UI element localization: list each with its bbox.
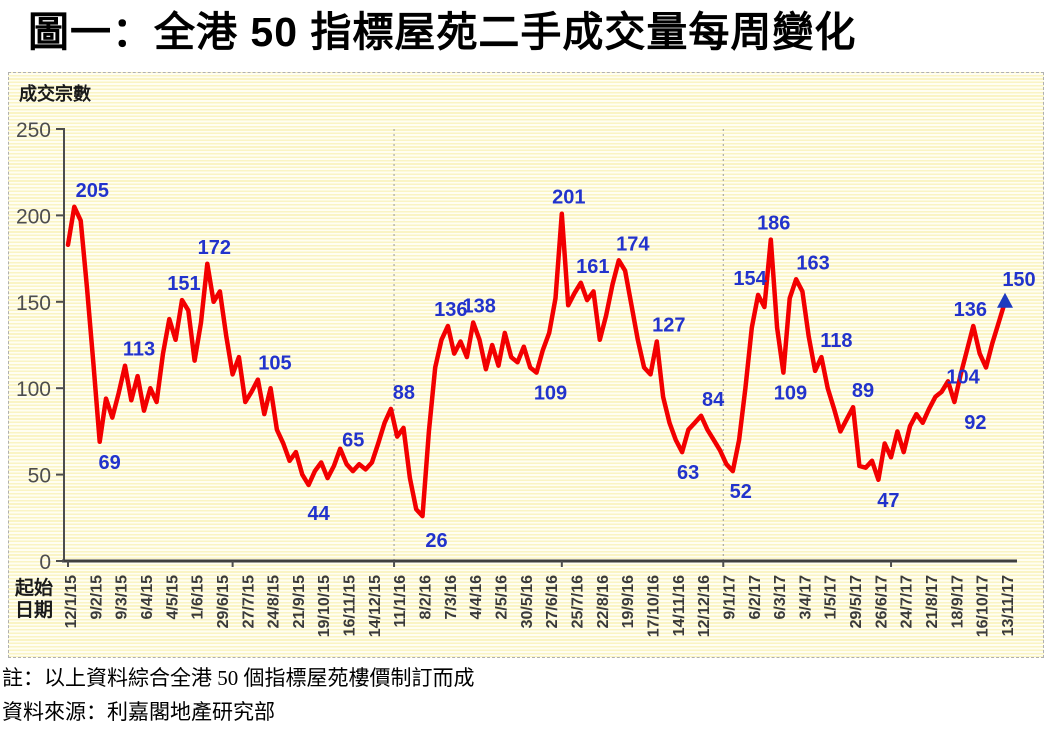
x-axis-title-line1: 起始	[14, 576, 53, 599]
point-value-label: 154	[733, 268, 767, 290]
chart-note: 註：以上資料綜合全港 50 個指標屋苑樓價制訂而成	[2, 666, 475, 690]
point-value-label: 118	[820, 330, 852, 352]
x-tick-label: 7/3/16	[443, 575, 460, 620]
x-tick-label: 8/2/16	[418, 575, 435, 620]
x-tick-label: 4/5/15	[164, 575, 181, 620]
x-tick-label: 16/11/15	[342, 575, 359, 637]
x-tick-label: 9/2/15	[88, 575, 105, 620]
x-tick-label: 19/10/15	[316, 575, 333, 637]
point-value-label: 186	[757, 213, 790, 235]
x-tick-label: 21/8/17	[924, 575, 941, 628]
x-tick-label: 24/8/15	[266, 575, 283, 628]
x-tick-label: 6/2/17	[747, 575, 764, 620]
point-value-label: 26	[425, 530, 447, 552]
x-tick-label: 29/6/15	[215, 575, 232, 628]
end-marker-triangle	[997, 292, 1013, 308]
point-value-label: 47	[877, 490, 899, 512]
x-tick-label: 27/6/16	[544, 575, 561, 628]
x-tick-label: 26/6/17	[873, 575, 890, 628]
point-value-label: 44	[307, 503, 330, 525]
y-axis-tick-label: 200	[16, 205, 51, 228]
y-axis-tick-label: 150	[16, 292, 51, 315]
x-tick-label: 27/7/15	[240, 575, 257, 628]
x-tick-label: 12/12/16	[696, 575, 713, 637]
x-tick-label: 2/5/16	[494, 575, 511, 620]
y-axis-tick-label: 0	[39, 551, 51, 574]
x-tick-label: 16/10/17	[975, 575, 992, 637]
point-value-label: 92	[964, 412, 986, 434]
point-value-label: 151	[167, 273, 200, 295]
y-axis-tick-label: 50	[28, 465, 51, 488]
x-tick-label: 29/5/17	[848, 575, 865, 628]
line-chart: 成交宗數 0 50 100 150 200 250 12/1/15 9/2/15 9/3/15 6/…	[14, 83, 1036, 637]
point-value-label: 105	[258, 353, 291, 375]
x-tick-label: 19/9/16	[620, 575, 637, 628]
point-value-label: 174	[616, 233, 650, 255]
x-tick-label: 12/1/15	[63, 575, 80, 628]
x-tick-label: 9/1/17	[721, 575, 738, 620]
x-tick-label: 22/8/16	[595, 575, 612, 628]
point-value-label: 150	[1002, 269, 1035, 291]
page-title: 圖一：全港 50 指標屋苑二手成交量每周變化	[28, 9, 857, 55]
point-value-label: 109	[534, 383, 567, 405]
point-value-label: 104	[946, 366, 980, 388]
x-tick-label: 6/4/15	[139, 575, 156, 620]
point-value-label: 138	[463, 296, 496, 318]
x-tick-label: 21/9/15	[291, 575, 308, 628]
y-axis-tick-label: 250	[16, 119, 51, 142]
point-value-label: 205	[76, 180, 109, 202]
point-value-label: 63	[677, 462, 699, 484]
x-tick-label: 1/5/17	[823, 575, 840, 620]
point-value-label: 161	[576, 256, 609, 278]
x-tick-label: 11/1/16	[392, 575, 409, 628]
x-tick-label: 6/3/17	[772, 575, 789, 620]
point-value-label: 109	[774, 383, 807, 405]
x-tick-label: 13/11/17	[1000, 575, 1017, 637]
x-axis-title-line2: 日期	[15, 599, 53, 621]
x-tick-label: 24/7/17	[899, 575, 916, 628]
x-tick-label: 4/4/16	[468, 575, 485, 620]
point-value-label: 136	[954, 299, 987, 321]
x-tick-label: 14/12/15	[367, 575, 384, 637]
x-tick-label: 17/10/16	[645, 575, 662, 637]
y-axis-title: 成交宗數	[19, 83, 91, 104]
chart-source: 資料來源：利嘉閣地產研究部	[2, 700, 275, 724]
point-value-label: 136	[434, 299, 467, 321]
point-value-label: 88	[393, 382, 415, 404]
chart-frame: 成交宗數 0 50 100 150 200 250 12/1/15 9/2/15 9/3/15 6/…	[8, 72, 1044, 658]
x-tick-label: 30/5/16	[519, 575, 536, 628]
point-value-label: 201	[552, 187, 585, 209]
point-value-label: 89	[852, 380, 874, 402]
point-value-label: 69	[99, 452, 121, 474]
point-value-label: 84	[702, 389, 725, 411]
x-tick-label: 14/11/16	[671, 575, 688, 637]
x-tick-label: 1/6/15	[190, 575, 207, 620]
point-value-label: 163	[796, 252, 829, 274]
point-value-label: 65	[342, 430, 364, 452]
point-value-label: 52	[730, 481, 752, 503]
data-line	[65, 204, 1008, 519]
point-value-label: 172	[198, 237, 231, 259]
y-axis-tick-label: 100	[16, 378, 51, 401]
x-tick-label: 25/7/16	[569, 575, 586, 628]
point-value-label: 127	[652, 315, 685, 337]
point-value-label: 113	[123, 339, 155, 361]
x-tick-label: 3/4/17	[797, 575, 814, 620]
x-tick-label: 18/9/17	[949, 575, 966, 628]
x-tick-label: 9/3/15	[114, 575, 131, 620]
